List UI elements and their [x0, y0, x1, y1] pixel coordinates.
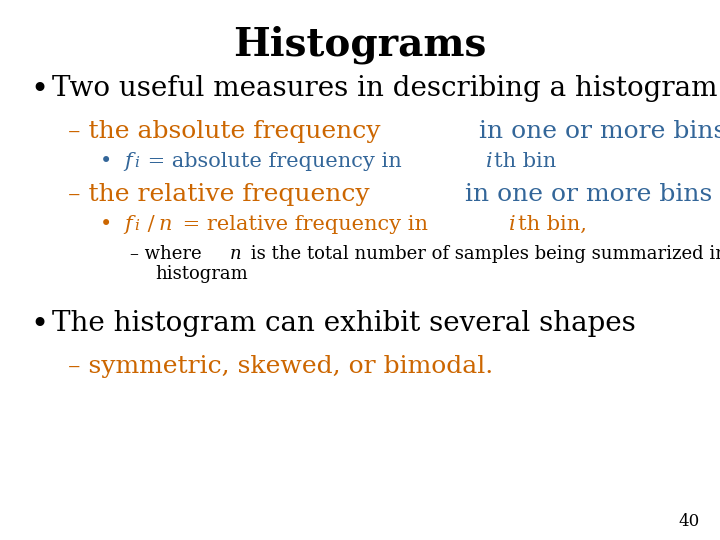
Text: •: • — [30, 75, 48, 106]
Text: is the total number of samples being summarized in the: is the total number of samples being sum… — [245, 245, 720, 263]
Text: The histogram can exhibit several shapes: The histogram can exhibit several shapes — [52, 310, 636, 337]
Text: /: / — [140, 215, 154, 234]
Text: Histograms: Histograms — [233, 25, 487, 64]
Text: i: i — [509, 215, 516, 234]
Text: •: • — [100, 215, 119, 234]
Text: th bin,: th bin, — [518, 215, 587, 234]
Text: n: n — [230, 245, 241, 263]
Text: i: i — [135, 219, 139, 233]
Text: f: f — [125, 215, 132, 234]
Text: i: i — [135, 156, 139, 170]
Text: histogram: histogram — [155, 265, 248, 283]
Text: in one or more bins: in one or more bins — [471, 120, 720, 143]
Text: •: • — [100, 152, 119, 171]
Text: = absolute frequency in: = absolute frequency in — [140, 152, 408, 171]
Text: th bin: th bin — [494, 152, 557, 171]
Text: f: f — [125, 152, 132, 171]
Text: 40: 40 — [679, 513, 700, 530]
Text: i: i — [486, 152, 492, 171]
Text: – the absolute frequency: – the absolute frequency — [68, 120, 380, 143]
Text: in one or more bins: in one or more bins — [457, 183, 713, 206]
Text: = relative frequency in: = relative frequency in — [176, 215, 434, 234]
Text: n: n — [158, 215, 172, 234]
Text: – the relative frequency: – the relative frequency — [68, 183, 369, 206]
Text: – symmetric, skewed, or bimodal.: – symmetric, skewed, or bimodal. — [68, 355, 493, 378]
Text: •: • — [30, 310, 48, 341]
Text: – where: – where — [130, 245, 207, 263]
Text: Two useful measures in describing a histogram:: Two useful measures in describing a hist… — [52, 75, 720, 102]
